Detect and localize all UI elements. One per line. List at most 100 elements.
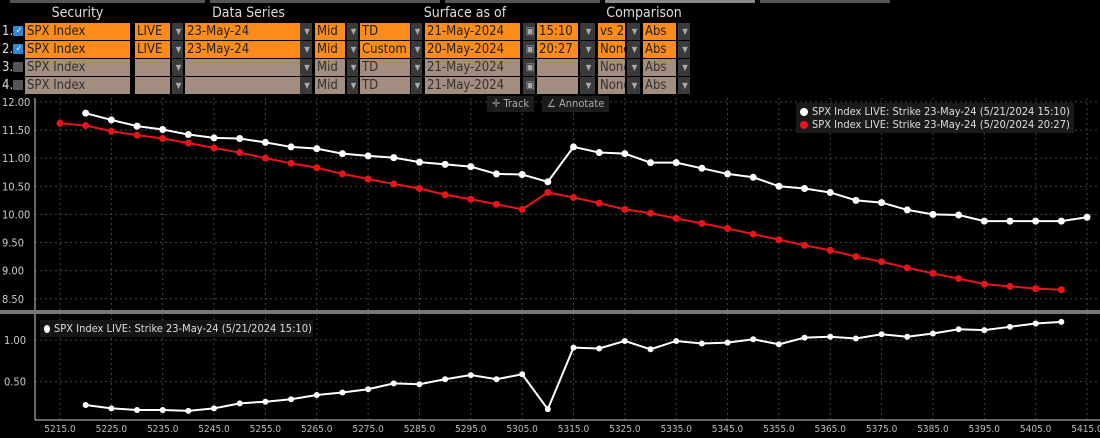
dropdown-arrow-icon[interactable]: ▼ <box>411 77 422 94</box>
date-field[interactable]: 20-May-2024 <box>425 41 520 58</box>
time-field[interactable] <box>537 59 578 76</box>
dropdown-arrow-icon[interactable]: ▼ <box>580 23 595 40</box>
track-button[interactable]: ✛ Track <box>487 96 535 112</box>
data-point <box>647 159 655 167</box>
dropdown-arrow-icon[interactable]: ▼ <box>411 41 422 58</box>
expiry-field[interactable]: 23-May-24 <box>185 23 312 40</box>
tab-active[interactable] <box>605 0 755 3</box>
dropdown-arrow-icon[interactable]: ▼ <box>627 23 640 40</box>
comparison-field[interactable]: vs 2 <box>598 23 625 40</box>
calendar-icon[interactable]: ▣ <box>523 41 535 58</box>
legend-dot-icon <box>800 121 808 129</box>
legend-item[interactable]: SPX Index LIVE: Strike 23-May-24 (5/20/2… <box>800 118 1070 131</box>
data-point <box>1006 323 1013 330</box>
row-checkbox[interactable] <box>13 62 23 72</box>
dropdown-arrow-icon[interactable]: ▼ <box>411 59 422 76</box>
dropdown-arrow-icon[interactable]: ▼ <box>678 77 690 94</box>
dropdown-arrow-icon[interactable]: ▼ <box>347 23 358 40</box>
mode-field[interactable]: TD <box>360 59 410 76</box>
x-tick-label: 5225.0 <box>96 424 128 435</box>
row-checkbox[interactable] <box>13 80 23 90</box>
time-field[interactable]: 20:27 <box>537 41 578 58</box>
legend-item[interactable]: SPX Index LIVE: Strike 23-May-24 (5/21/2… <box>800 105 1070 118</box>
dropdown-arrow-icon[interactable]: ▼ <box>300 23 312 40</box>
security-field[interactable]: SPX Index <box>25 41 130 58</box>
dropdown-arrow-icon[interactable]: ▼ <box>678 23 690 40</box>
abs-field[interactable]: Abs <box>643 77 676 94</box>
data-point <box>595 149 603 157</box>
tab[interactable] <box>445 0 600 3</box>
comparison-field[interactable]: None <box>598 77 625 94</box>
data-point <box>544 406 551 413</box>
data-point <box>929 269 937 277</box>
time-field[interactable]: 15:10 <box>537 23 578 40</box>
dropdown-arrow-icon[interactable]: ▼ <box>172 23 183 40</box>
date-field[interactable]: 21-May-2024 <box>425 59 520 76</box>
data-point <box>184 131 192 139</box>
y-tick-label: 9.50 <box>2 237 24 250</box>
expiry-field[interactable] <box>185 59 312 76</box>
dropdown-arrow-icon[interactable]: ▼ <box>411 23 422 40</box>
abs-field[interactable]: Abs <box>643 41 676 58</box>
data-point <box>903 206 911 214</box>
panel-divider <box>0 310 1100 314</box>
dropdown-arrow-icon[interactable]: ▼ <box>627 77 640 94</box>
track-label: Track <box>503 97 530 110</box>
dropdown-arrow-icon[interactable]: ▼ <box>172 41 183 58</box>
source-field[interactable] <box>135 77 170 94</box>
source-field[interactable]: LIVE <box>135 23 170 40</box>
side-field[interactable]: Mid <box>315 77 345 94</box>
date-field[interactable]: 21-May-2024 <box>425 23 520 40</box>
abs-field[interactable]: Abs <box>643 23 676 40</box>
side-field[interactable]: Mid <box>315 41 345 58</box>
source-field[interactable] <box>135 59 170 76</box>
tab[interactable] <box>10 0 205 3</box>
security-field[interactable]: SPX Index <box>25 23 130 40</box>
abs-field[interactable]: Abs <box>643 59 676 76</box>
data-point <box>647 346 654 353</box>
dropdown-arrow-icon[interactable]: ▼ <box>627 41 640 58</box>
data-point <box>159 125 167 133</box>
comparison-field[interactable]: None <box>598 41 625 58</box>
legend-label: SPX Index LIVE: Strike 23-May-24 (5/21/2… <box>54 322 313 335</box>
dropdown-arrow-icon[interactable]: ▼ <box>627 59 640 76</box>
data-point <box>313 164 321 172</box>
date-field[interactable]: 21-May-2024 <box>425 77 520 94</box>
mode-field[interactable]: TD <box>360 23 410 40</box>
data-point <box>827 333 834 340</box>
security-field[interactable]: SPX Index <box>25 77 130 94</box>
side-field[interactable]: Mid <box>315 23 345 40</box>
calendar-icon[interactable]: ▣ <box>523 23 535 40</box>
dropdown-arrow-icon[interactable]: ▼ <box>580 41 595 58</box>
source-field[interactable]: LIVE <box>135 41 170 58</box>
comparison-field[interactable]: None <box>598 59 625 76</box>
dropdown-arrow-icon[interactable]: ▼ <box>347 77 358 94</box>
dropdown-arrow-icon[interactable]: ▼ <box>300 59 312 76</box>
annotate-button[interactable]: ∠ Annotate <box>542 96 610 112</box>
dropdown-arrow-icon[interactable]: ▼ <box>172 59 183 76</box>
side-field[interactable]: Mid <box>315 59 345 76</box>
mode-field[interactable]: Custom <box>360 41 410 58</box>
dropdown-arrow-icon[interactable]: ▼ <box>580 59 595 76</box>
row-checkbox[interactable]: ✓ <box>13 26 23 36</box>
row-checkbox[interactable]: ✓ <box>13 44 23 54</box>
dropdown-arrow-icon[interactable]: ▼ <box>300 41 312 58</box>
tab[interactable] <box>760 0 890 3</box>
time-field[interactable] <box>537 77 578 94</box>
calendar-icon[interactable]: ▣ <box>523 77 535 94</box>
data-point <box>981 327 988 334</box>
dropdown-arrow-icon[interactable]: ▼ <box>678 41 690 58</box>
security-field[interactable]: SPX Index <box>25 59 130 76</box>
expiry-field[interactable]: 23-May-24 <box>185 41 312 58</box>
expiry-field[interactable] <box>185 77 312 94</box>
dropdown-arrow-icon[interactable]: ▼ <box>347 59 358 76</box>
dropdown-arrow-icon[interactable]: ▼ <box>580 77 595 94</box>
dropdown-arrow-icon[interactable]: ▼ <box>347 41 358 58</box>
dropdown-arrow-icon[interactable]: ▼ <box>300 77 312 94</box>
calendar-icon[interactable]: ▣ <box>523 59 535 76</box>
mode-field[interactable]: TD <box>360 77 410 94</box>
dropdown-arrow-icon[interactable]: ▼ <box>678 59 690 76</box>
dropdown-arrow-icon[interactable]: ▼ <box>172 77 183 94</box>
data-point <box>134 407 141 414</box>
tab[interactable] <box>210 0 440 3</box>
